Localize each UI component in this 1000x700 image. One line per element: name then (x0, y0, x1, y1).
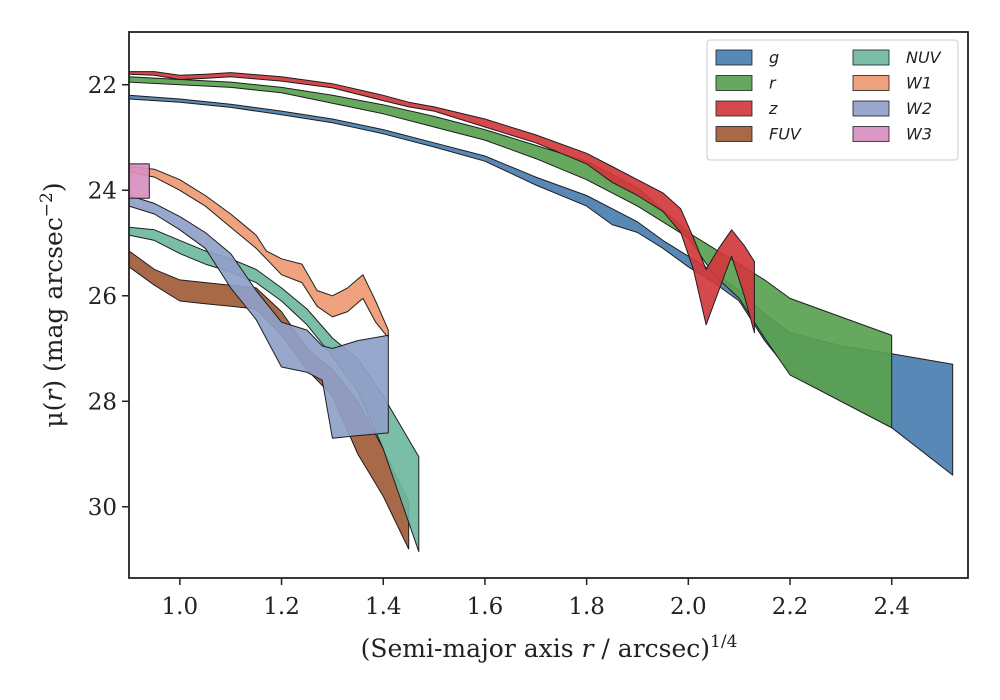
legend-swatch (715, 75, 753, 91)
legend-label: g (769, 48, 779, 67)
y-axis: 22 24 26 28 30 (88, 73, 129, 521)
y-tick-label: 28 (88, 389, 117, 415)
y-tick-label: 22 (88, 73, 117, 99)
legend-swatch (852, 75, 890, 91)
legend-swatch (715, 100, 753, 117)
legend-label: r (769, 74, 777, 93)
series-band-w3 (128, 163, 150, 199)
legend-label: W2 (906, 99, 932, 118)
x-tick-label: 1.2 (263, 594, 300, 620)
legend-item-nuv: NUV (852, 48, 942, 67)
y-axis-label: μ(r) (mag arcsec−2) (37, 182, 68, 427)
legend-label: W1 (906, 74, 932, 93)
x-axis: 1.0 1.2 1.4 1.6 1.8 2.0 2.2 2.4 (162, 578, 910, 620)
legend-label: W3 (906, 125, 932, 144)
series-areas (128, 71, 954, 553)
legend-item-fuv: FUV (715, 125, 802, 144)
x-tick-label: 1.4 (365, 594, 402, 620)
legend-item-g: g (715, 48, 779, 67)
legend-label: NUV (906, 48, 942, 67)
legend-swatch (852, 49, 890, 66)
legend-swatch (715, 49, 753, 66)
legend-frame (706, 39, 959, 161)
series-band-w2 (128, 195, 389, 439)
series-band-g (128, 94, 954, 476)
x-axis-label: (Semi-major axis r / arcsec)1/4 (361, 632, 738, 663)
y-tick-label: 24 (88, 178, 117, 204)
legend-label: z (768, 99, 778, 118)
series-band-r (128, 76, 893, 429)
series-band-z (128, 71, 755, 334)
y-tick-label: 26 (88, 284, 117, 310)
x-tick-label: 1.6 (467, 594, 504, 620)
legend: grz FUV NUV W1 W2 W3 (706, 39, 959, 161)
legend-item-z: z (715, 99, 778, 118)
x-tick-label: 2.4 (873, 594, 910, 620)
x-tick-label: 2.2 (772, 594, 809, 620)
x-tick-label: 1.8 (568, 594, 605, 620)
legend-item-w1: W1 (852, 74, 932, 93)
legend-item-w2: W2 (852, 99, 932, 118)
plot-frame (128, 31, 969, 579)
y-tick-label: 30 (88, 495, 117, 521)
x-tick-label: 2.0 (670, 594, 707, 620)
legend-item-r: r (715, 74, 777, 93)
x-tick-label: 1.0 (162, 594, 199, 620)
legend-swatch (852, 100, 890, 117)
legend-label: FUV (769, 125, 802, 144)
legend-swatch (852, 126, 890, 142)
legend-item-w3: W3 (852, 125, 932, 144)
legend-swatch (715, 126, 753, 142)
